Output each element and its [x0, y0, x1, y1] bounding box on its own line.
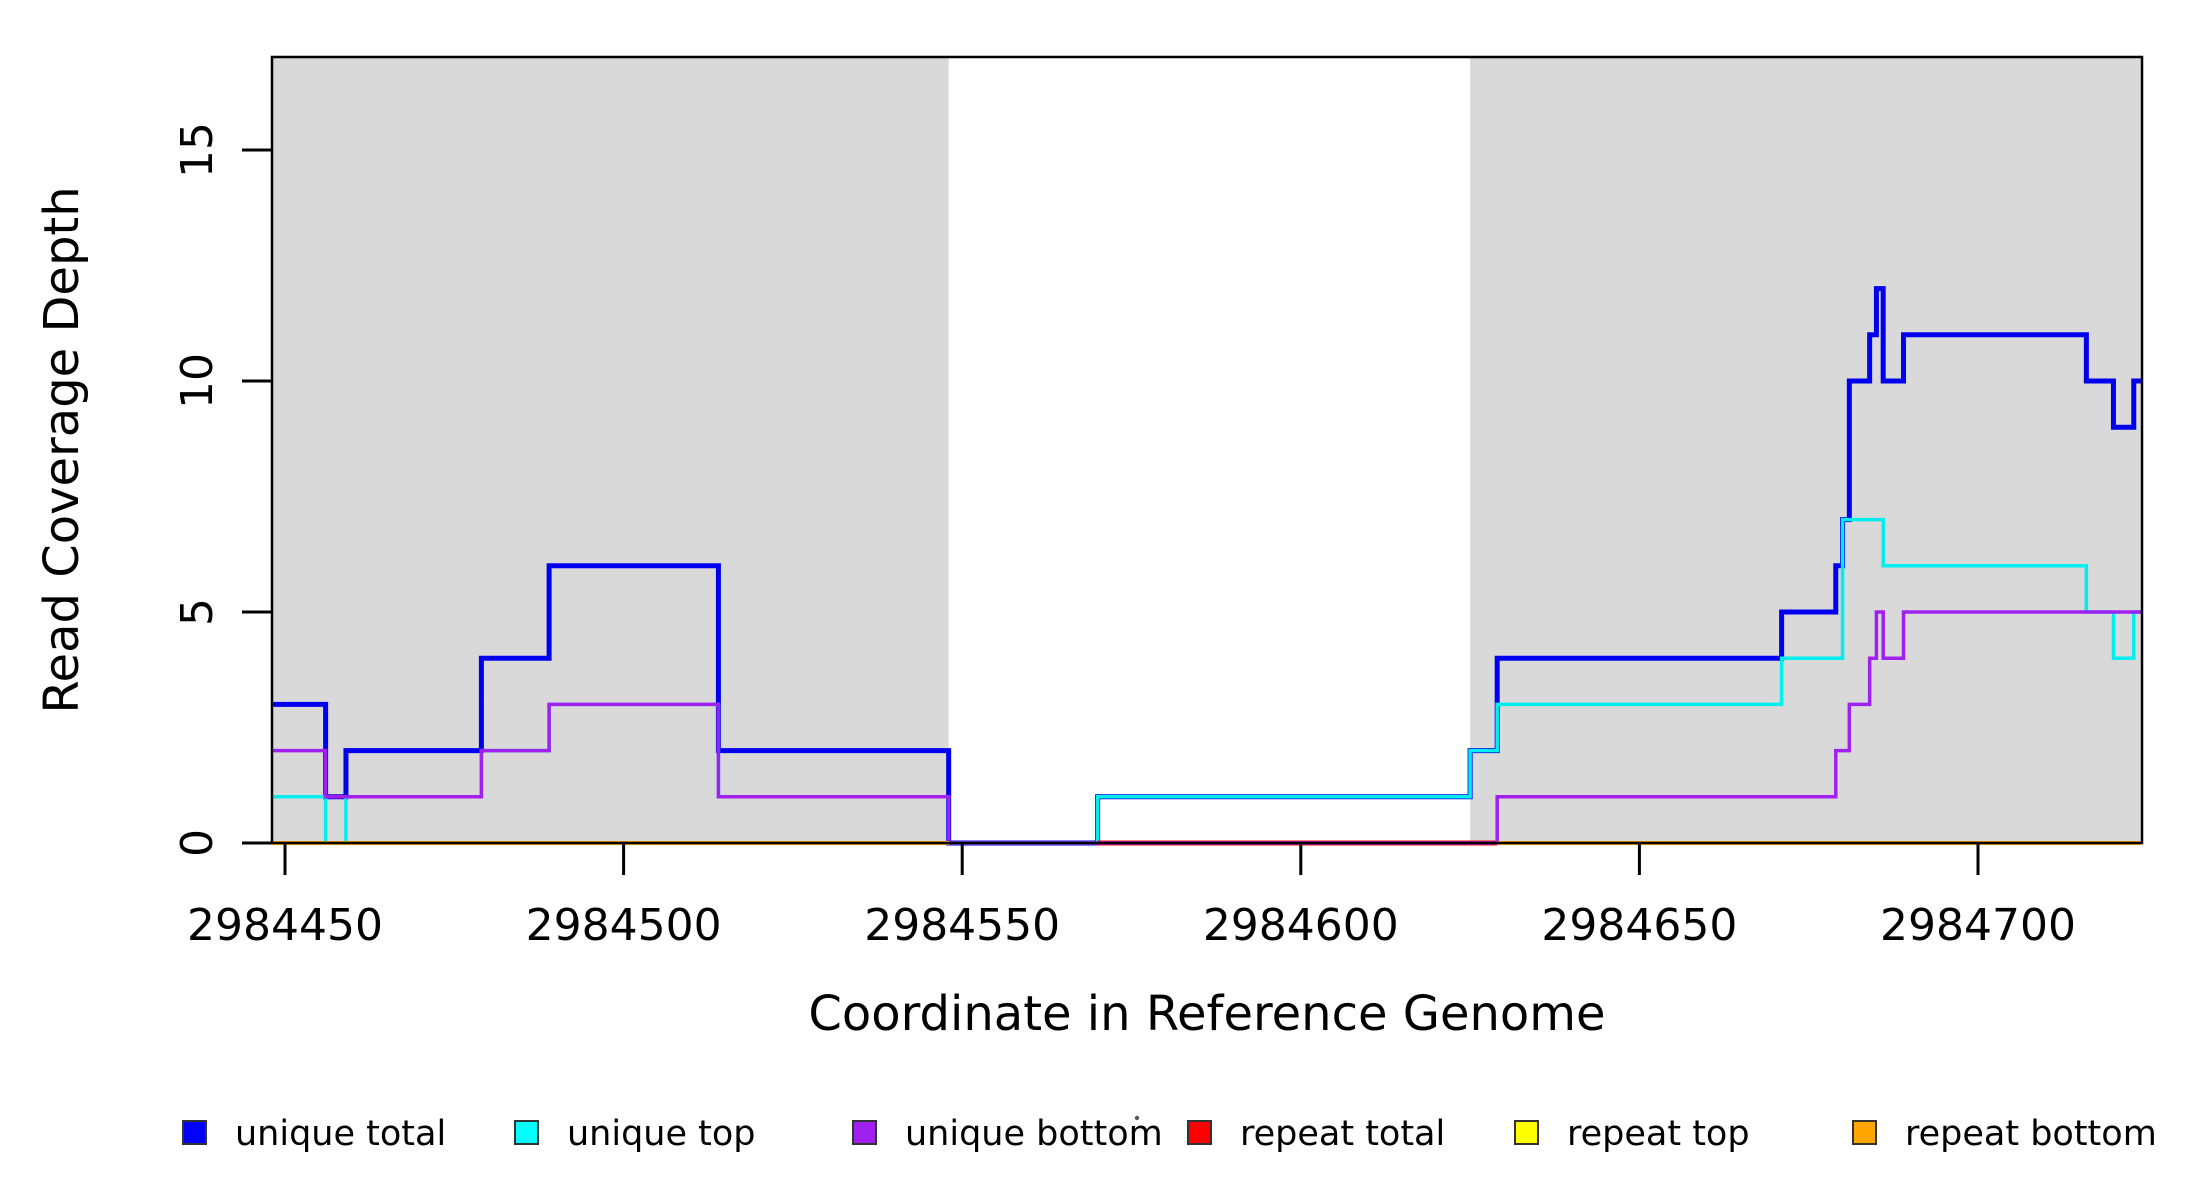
- legend-label: repeat total: [1240, 1114, 1445, 1154]
- legend-label: repeat top: [1567, 1114, 1750, 1154]
- legend-item-unique-bottom: unique bottom: [852, 1114, 1163, 1154]
- legend: unique total unique top unique bottom repea…: [182, 1114, 2157, 1154]
- axis-ticks: [242, 148, 1980, 875]
- x-tick-label: 2984500: [526, 900, 722, 951]
- legend-item-unique-total: unique total: [182, 1114, 446, 1154]
- x-axis-title: Coordinate in Reference Genome: [808, 986, 1605, 1042]
- series-line-unique-bottom: [271, 610, 2142, 845]
- legend-item-repeat-total: repeat total: [1187, 1114, 1445, 1154]
- legend-swatch-repeat-total: [1187, 1120, 1212, 1145]
- legend-label: repeat bottom: [1905, 1114, 2157, 1154]
- x-tick-label: 2984450: [187, 900, 383, 951]
- legend-swatch-repeat-bottom: [1852, 1120, 1877, 1145]
- y-tick-label: 15: [172, 122, 223, 178]
- left-gray-region: [271, 57, 949, 843]
- y-tick-label: 10: [172, 353, 223, 409]
- plot-frame: [270, 55, 2144, 845]
- series-line-unique-total: [271, 286, 2142, 846]
- plot-box: [270, 55, 2144, 845]
- axis-tick-labels: 2984450 2984500 2984550 2984600 2984650 29847…: [172, 122, 2076, 951]
- x-tick-label: 2984600: [1203, 900, 1399, 951]
- stray-dot: [1134, 1115, 1140, 1121]
- legend-item-repeat-bottom: repeat bottom: [1852, 1114, 2157, 1154]
- y-axis-title: Read Coverage Depth: [34, 186, 90, 713]
- legend-swatch-unique-top: [514, 1120, 539, 1145]
- legend-swatch-unique-bottom: [852, 1120, 877, 1145]
- legend-item-unique-top: unique top: [514, 1114, 756, 1154]
- legend-label: unique top: [567, 1114, 756, 1154]
- legend-label: unique bottom: [905, 1114, 1163, 1154]
- legend-swatch-repeat-top: [1514, 1120, 1539, 1145]
- legend-item-repeat-top: repeat top: [1514, 1114, 1750, 1154]
- right-gray-region: [1470, 57, 2141, 843]
- legend-swatch-unique-total: [182, 1120, 207, 1145]
- x-tick-label: 2984700: [1880, 900, 2076, 951]
- y-tick-label: 0: [172, 829, 223, 857]
- x-tick-label: 2984550: [864, 900, 1060, 951]
- shaded-regions: [271, 57, 2141, 843]
- x-tick-label: 2984650: [1541, 900, 1737, 951]
- legend-label: unique total: [235, 1114, 446, 1154]
- y-tick-label: 5: [172, 598, 223, 626]
